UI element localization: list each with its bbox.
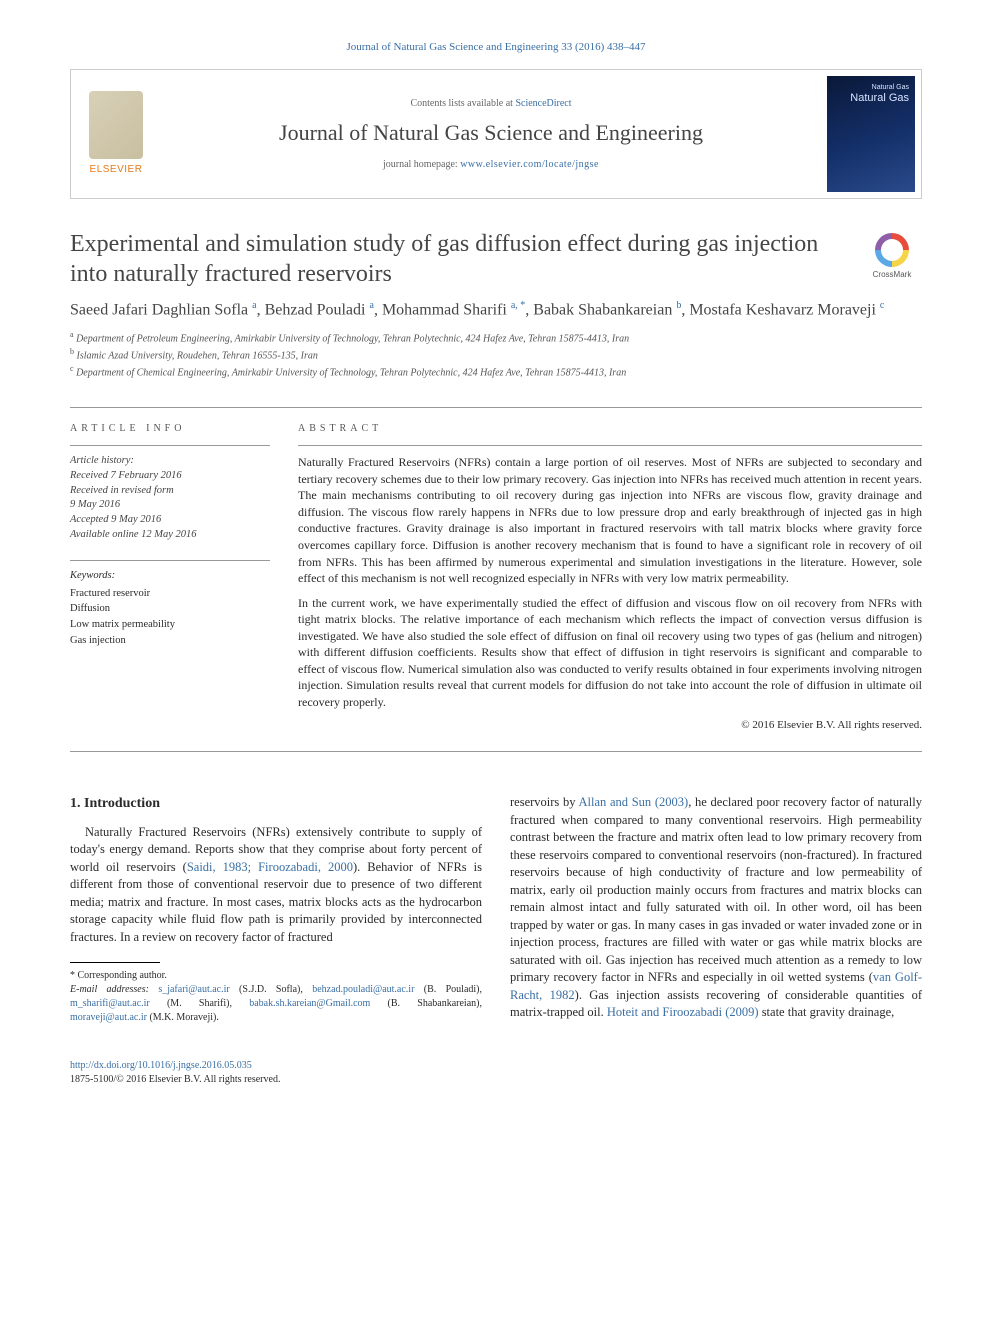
divider [70,751,922,752]
article-body: 1. Introduction Naturally Fractured Rese… [70,794,922,1025]
article-history: Article history: Received 7 February 201… [70,454,270,542]
keywords-label: Keywords: [70,569,270,583]
article-info-column: ARTICLE INFO Article history: Received 7… [70,422,270,734]
abstract-text: Naturally Fractured Reservoirs (NFRs) co… [298,454,922,710]
footnotes: * Corresponding author. E-mail addresses… [70,969,482,1025]
history-label: Article history: [70,454,270,469]
abstract-label: ABSTRACT [298,422,922,436]
email-link[interactable]: behzad.pouladi@aut.ac.ir [312,984,414,995]
divider [70,407,922,408]
issn-copyright: 1875-5100/© 2016 Elsevier B.V. All right… [70,1074,280,1085]
abstract-copyright: © 2016 Elsevier B.V. All rights reserved… [298,718,922,733]
publisher-name: ELSEVIER [90,163,143,177]
keyword: Diffusion [70,601,270,617]
divider [70,560,270,561]
journal-title: Journal of Natural Gas Science and Engin… [279,118,703,148]
publisher-logo: ELSEVIER [71,70,161,198]
journal-masthead: ELSEVIER Contents lists available at Sci… [70,69,922,199]
crossmark-icon [875,233,909,267]
keyword: Low matrix permeability [70,617,270,633]
cover-title-text: Natural Gas Natural Gas [833,84,909,104]
abstract-para-1: Naturally Fractured Reservoirs (NFRs) co… [298,454,922,586]
header-citation: Journal of Natural Gas Science and Engin… [70,40,922,55]
email-link[interactable]: moraveji@aut.ac.ir [70,1012,147,1023]
journal-cover-thumbnail: Natural Gas Natural Gas [827,76,915,192]
abstract-para-2: In the current work, we have experimenta… [298,595,922,711]
crossmark-label: CrossMark [873,270,912,281]
email-link[interactable]: s_jafari@aut.ac.ir [158,984,229,995]
divider [298,445,922,446]
divider [70,445,270,446]
email-link[interactable]: m_sharifi@aut.ac.ir [70,998,150,1009]
abstract-column: ABSTRACT Naturally Fractured Reservoirs … [298,422,922,734]
masthead-center: Contents lists available at ScienceDirec… [161,70,821,198]
crossmark-badge[interactable]: CrossMark [862,233,922,281]
homepage-prefix: journal homepage: [383,159,460,170]
info-abstract-row: ARTICLE INFO Article history: Received 7… [70,422,922,734]
history-line: 9 May 2016 [70,498,270,513]
history-line: Received in revised form [70,484,270,499]
keywords-list: Fractured reservoirDiffusionLow matrix p… [70,586,270,649]
contents-available-line: Contents lists available at ScienceDirec… [410,97,571,111]
journal-homepage-line: journal homepage: www.elsevier.com/locat… [383,158,599,172]
history-line: Received 7 February 2016 [70,469,270,484]
authors-line: Saeed Jafari Daghlian Sofla a, Behzad Po… [70,299,922,321]
email-link[interactable]: babak.sh.kareian@Gmail.com [249,998,370,1009]
email-addresses: E-mail addresses: s_jafari@aut.ac.ir (S.… [70,983,482,1025]
article-info-label: ARTICLE INFO [70,422,270,436]
article-title: Experimental and simulation study of gas… [70,229,848,289]
footnote-separator [70,962,160,963]
keyword: Fractured reservoir [70,586,270,602]
intro-para-left: Naturally Fractured Reservoirs (NFRs) ex… [70,824,482,947]
homepage-link[interactable]: www.elsevier.com/locate/jngse [460,159,599,170]
intro-para-right: reservoirs by Allan and Sun (2003), he d… [510,794,922,1022]
article-header: Experimental and simulation study of gas… [70,229,922,381]
section-heading-intro: 1. Introduction [70,794,482,814]
history-line: Accepted 9 May 2016 [70,513,270,528]
sciencedirect-link[interactable]: ScienceDirect [515,98,571,109]
keyword: Gas injection [70,633,270,649]
corresponding-author-note: * Corresponding author. [70,969,482,983]
emails-label: E-mail addresses: [70,984,149,995]
history-line: Available online 12 May 2016 [70,528,270,543]
doi-block: http://dx.doi.org/10.1016/j.jngse.2016.0… [70,1059,922,1087]
contents-prefix: Contents lists available at [410,98,515,109]
affiliations: a Department of Petroleum Engineering, A… [70,329,922,381]
doi-link[interactable]: http://dx.doi.org/10.1016/j.jngse.2016.0… [70,1060,252,1071]
elsevier-tree-icon [89,91,143,159]
